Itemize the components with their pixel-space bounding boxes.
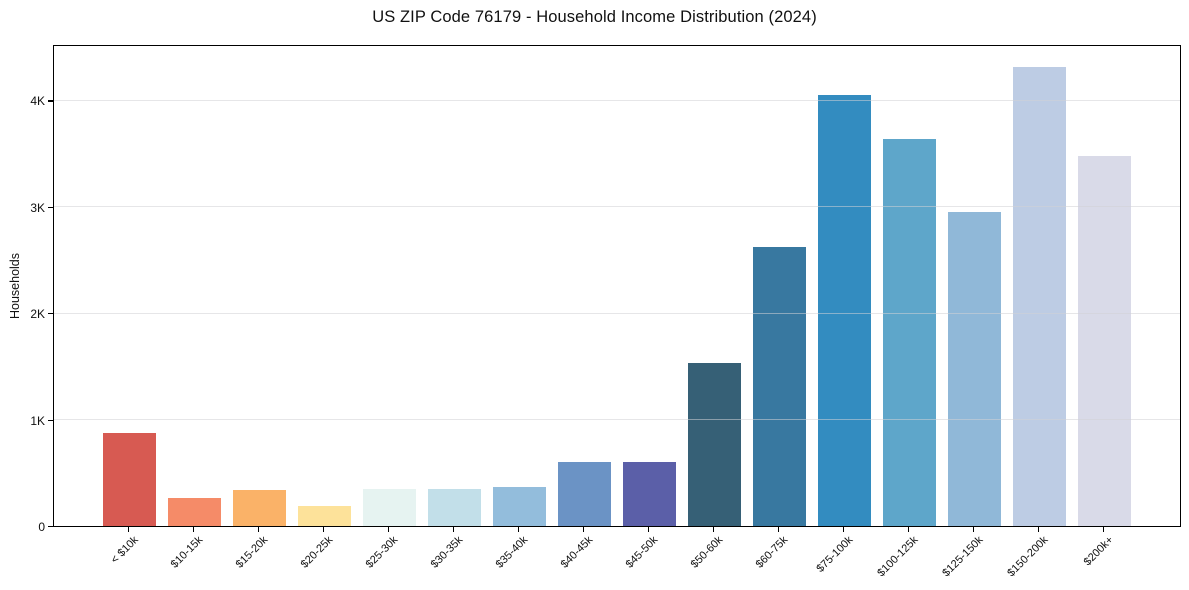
y-tick-label: 1K bbox=[30, 413, 45, 428]
gridline bbox=[54, 99, 1180, 101]
chart-bar bbox=[1077, 156, 1131, 526]
x-tick-label: $50-60k bbox=[688, 534, 726, 571]
chart-bar bbox=[297, 506, 351, 526]
y-tick-mark bbox=[48, 206, 53, 209]
x-tick-label: $40-45k bbox=[558, 534, 596, 571]
chart-bar bbox=[687, 363, 741, 526]
y-tick-label: 2K bbox=[30, 307, 45, 322]
chart-bar bbox=[167, 498, 221, 526]
chart-bar bbox=[752, 247, 806, 526]
chart-bar bbox=[557, 462, 611, 526]
x-tick-mark bbox=[257, 527, 259, 532]
chart-bar bbox=[947, 212, 1001, 526]
chart-bar bbox=[622, 462, 676, 526]
y-tick-label: 0 bbox=[38, 520, 45, 534]
x-tick-label: $75-100k bbox=[814, 534, 856, 575]
x-tick-mark bbox=[907, 527, 909, 532]
x-tick-mark bbox=[647, 527, 649, 532]
x-tick-mark bbox=[842, 527, 844, 532]
chart-bar bbox=[427, 489, 481, 526]
chart-bar bbox=[102, 433, 156, 526]
x-tick-label: $15-20k bbox=[233, 534, 271, 571]
chart-bar bbox=[232, 490, 286, 526]
x-tick-label: $150-200k bbox=[1005, 534, 1051, 580]
y-tick-mark bbox=[48, 313, 53, 315]
x-tick-mark bbox=[517, 527, 519, 532]
x-tick-mark bbox=[1102, 527, 1104, 532]
x-tick-mark bbox=[972, 527, 974, 532]
gridline bbox=[54, 312, 1180, 314]
chart-title: US ZIP Code 76179 - Household Income Dis… bbox=[372, 8, 817, 26]
x-tick-mark bbox=[582, 527, 584, 532]
chart-bar bbox=[362, 489, 416, 526]
x-tick-label: $100-125k bbox=[875, 534, 921, 580]
x-tick-label: $125-150k bbox=[940, 534, 986, 580]
x-tick-mark bbox=[452, 527, 454, 532]
x-tick-label: $35-40k bbox=[493, 534, 531, 571]
x-tick-label: $45-50k bbox=[623, 534, 661, 571]
y-tick-label: 3K bbox=[30, 200, 45, 215]
x-tick-label: $200k+ bbox=[1081, 534, 1116, 569]
y-tick-mark bbox=[48, 419, 53, 421]
y-tick-mark bbox=[48, 526, 53, 528]
x-tick-label: $60-75k bbox=[753, 534, 791, 571]
gridline bbox=[54, 206, 1180, 208]
x-tick-label: $10-15k bbox=[168, 534, 206, 571]
chart-bar bbox=[817, 95, 871, 526]
x-tick-label: $25-30k bbox=[363, 534, 401, 571]
x-tick-mark bbox=[712, 527, 714, 532]
x-tick-mark bbox=[127, 527, 129, 532]
chart-bar bbox=[882, 139, 936, 526]
gridline bbox=[54, 419, 1180, 421]
x-tick-label: $20-25k bbox=[298, 534, 336, 571]
chart-bar bbox=[492, 487, 546, 526]
x-tick-mark bbox=[192, 527, 194, 532]
y-tick-label: 4K bbox=[30, 94, 45, 109]
x-tick-mark bbox=[1037, 527, 1039, 532]
plot-area bbox=[53, 45, 1181, 527]
x-tick-mark bbox=[777, 527, 779, 532]
x-tick-mark bbox=[387, 527, 389, 532]
chart-bar bbox=[1012, 67, 1066, 526]
x-tick-label: $30-35k bbox=[428, 534, 466, 571]
x-tick-mark bbox=[322, 527, 324, 532]
y-tick-mark bbox=[48, 100, 53, 102]
x-tick-label: < $10k bbox=[108, 534, 141, 567]
